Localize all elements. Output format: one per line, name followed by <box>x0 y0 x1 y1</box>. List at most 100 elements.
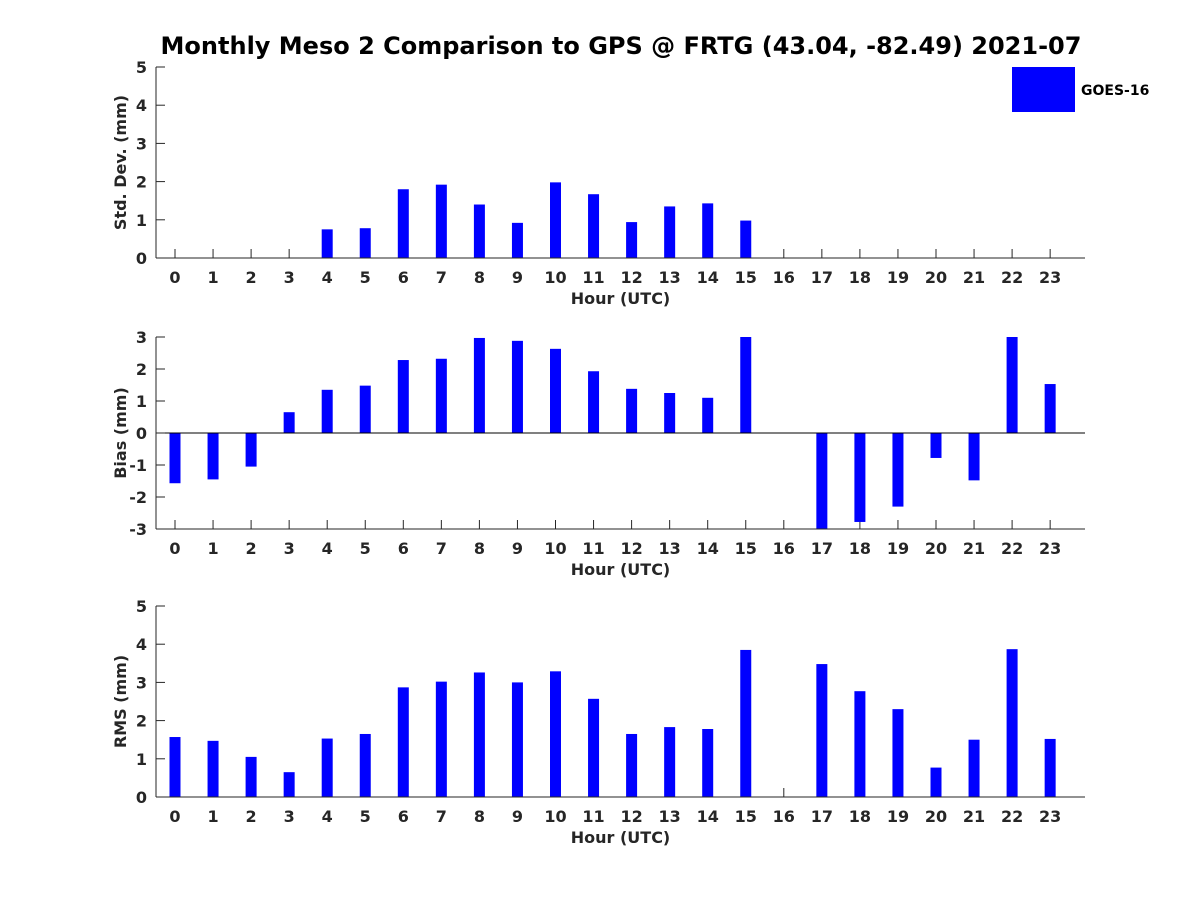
bar <box>207 433 219 480</box>
bar <box>930 433 942 458</box>
x-tick-label: 2 <box>246 807 257 826</box>
x-tick-label: 10 <box>544 268 566 287</box>
x-tick-label: 11 <box>582 268 604 287</box>
bar <box>1044 384 1056 433</box>
x-tick-label: 22 <box>1001 807 1023 826</box>
bar <box>664 727 676 797</box>
legend: GOES-16 <box>1012 67 1149 112</box>
bar <box>435 358 447 433</box>
bar <box>397 360 409 433</box>
bar <box>968 739 980 797</box>
x-tick-label: 8 <box>474 807 485 826</box>
bar <box>816 433 828 529</box>
bar <box>740 649 752 797</box>
x-tick-label: 19 <box>887 807 909 826</box>
bar <box>473 337 485 433</box>
x-tick-label: 14 <box>697 268 719 287</box>
bar <box>321 738 333 797</box>
bar <box>854 433 866 522</box>
bar <box>664 206 676 258</box>
x-tick-label: 9 <box>512 807 523 826</box>
x-tick-label: 6 <box>398 807 409 826</box>
bar <box>283 772 295 797</box>
x-tick-label: 19 <box>887 539 909 558</box>
bar <box>359 385 371 433</box>
x-tick-label: 23 <box>1039 807 1061 826</box>
x-tick-label: 5 <box>360 539 371 558</box>
x-tick-label: 14 <box>697 807 719 826</box>
x-tick-label: 14 <box>697 539 719 558</box>
bar <box>740 337 752 433</box>
legend-swatch <box>1012 67 1075 112</box>
legend-label: GOES-16 <box>1081 83 1149 99</box>
y-tick-label: 2 <box>136 173 147 192</box>
x-tick-label: 20 <box>925 268 947 287</box>
bar <box>702 729 714 797</box>
y-tick-label: 2 <box>136 360 147 379</box>
x-tick-label: 2 <box>246 539 257 558</box>
bar <box>169 433 181 484</box>
y-tick-label: 1 <box>136 392 147 411</box>
x-tick-label: 0 <box>169 807 180 826</box>
y-tick-label: 3 <box>136 673 147 692</box>
y-tick-label: 0 <box>136 788 147 807</box>
y-tick-label: 5 <box>136 58 147 77</box>
bar <box>245 756 257 797</box>
x-tick-label: 21 <box>963 539 985 558</box>
y-tick-label: 4 <box>136 96 147 115</box>
figure-title: Monthly Meso 2 Comparison to GPS @ FRTG … <box>161 32 1082 60</box>
x-tick-label: 22 <box>1001 539 1023 558</box>
bar <box>626 733 638 797</box>
x-tick-label: 7 <box>436 807 447 826</box>
x-tick-label: 16 <box>773 268 795 287</box>
x-tick-label: 4 <box>322 539 333 558</box>
x-tick-label: 3 <box>284 268 295 287</box>
bar <box>702 397 714 433</box>
y-tick-label: 1 <box>136 750 147 769</box>
bar <box>550 348 561 433</box>
bar <box>473 204 485 258</box>
bar <box>359 733 371 797</box>
bar <box>511 682 523 797</box>
x-axis-label: Hour (UTC) <box>571 289 671 308</box>
x-axis-label: Hour (UTC) <box>571 560 671 579</box>
bar <box>1006 337 1018 433</box>
bar <box>588 371 600 433</box>
y-tick-label: 3 <box>136 328 147 347</box>
y-tick-label: 0 <box>136 424 147 443</box>
x-tick-label: 15 <box>735 539 757 558</box>
bar <box>397 189 409 258</box>
bar <box>283 412 295 433</box>
y-tick-label: -2 <box>129 488 147 507</box>
y-tick-label: 5 <box>136 597 147 616</box>
x-tick-label: 18 <box>849 268 871 287</box>
x-tick-label: 18 <box>849 807 871 826</box>
x-tick-label: 16 <box>773 539 795 558</box>
x-tick-label: 21 <box>963 807 985 826</box>
bar <box>892 709 904 797</box>
x-tick-label: 20 <box>925 539 947 558</box>
x-tick-label: 4 <box>322 807 333 826</box>
bar <box>702 203 714 258</box>
y-tick-label: 3 <box>136 134 147 153</box>
x-tick-label: 2 <box>246 268 257 287</box>
x-tick-label: 11 <box>582 539 604 558</box>
y-axis-label: Bias (mm) <box>111 387 130 479</box>
x-axis-label: Hour (UTC) <box>571 828 671 847</box>
bar <box>626 222 638 258</box>
x-tick-label: 17 <box>811 807 833 826</box>
x-tick-label: 0 <box>169 268 180 287</box>
bar <box>435 681 447 797</box>
bar <box>626 388 638 433</box>
x-tick-label: 4 <box>322 268 333 287</box>
bar <box>892 433 904 507</box>
y-axis-label: RMS (mm) <box>111 655 130 748</box>
x-tick-label: 12 <box>620 807 642 826</box>
x-tick-label: 15 <box>735 268 757 287</box>
